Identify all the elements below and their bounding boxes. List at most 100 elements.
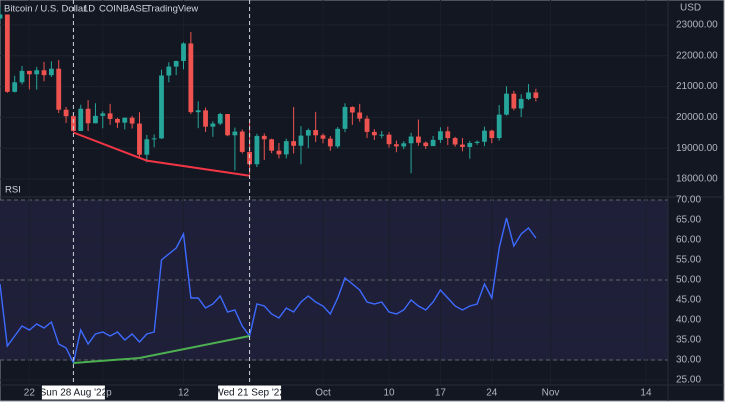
y-tick-label: 25.00 bbox=[676, 375, 701, 386]
candle-body bbox=[489, 130, 495, 139]
rsi-line bbox=[0, 217, 537, 365]
crosshairs: Sun 28 Aug '22 Wed 21 Sep '22 bbox=[40, 0, 285, 401]
x-tick-label: Oct bbox=[315, 388, 331, 399]
candle-body bbox=[386, 134, 392, 145]
candle-body bbox=[129, 117, 135, 124]
candle-body bbox=[393, 144, 399, 147]
candle-body bbox=[210, 123, 216, 127]
y-tick-label: 40.00 bbox=[676, 315, 701, 326]
candle-body bbox=[144, 139, 150, 155]
y-tick-label: 45.00 bbox=[676, 295, 701, 306]
candle-body bbox=[122, 117, 128, 123]
candle-body bbox=[342, 106, 348, 129]
candle-body bbox=[239, 131, 245, 152]
candle-body bbox=[19, 70, 25, 83]
plot-area bbox=[0, 7, 539, 365]
candle-body bbox=[0, 14, 3, 19]
x-tick-label: 10 bbox=[383, 388, 395, 399]
candle-body bbox=[335, 128, 341, 147]
candle-body bbox=[496, 114, 502, 139]
candle-body bbox=[71, 116, 76, 131]
candle-body bbox=[445, 131, 451, 139]
candle-body bbox=[467, 142, 473, 147]
y-tick-label: 55.00 bbox=[676, 255, 701, 266]
candle-body bbox=[100, 113, 106, 116]
candle-body bbox=[283, 141, 289, 155]
candle-body bbox=[482, 130, 487, 142]
candle-body bbox=[137, 123, 142, 155]
y-tick-label: 21000.00 bbox=[676, 81, 718, 92]
candle-body bbox=[518, 98, 524, 109]
candle-body bbox=[261, 135, 267, 140]
y-tick-label: 60.00 bbox=[676, 235, 701, 246]
candle-body bbox=[4, 14, 10, 92]
y-tick-label: 23000.00 bbox=[676, 20, 718, 31]
candle-body bbox=[26, 70, 32, 75]
y-tick-label: 19000.00 bbox=[676, 143, 718, 154]
candle-body bbox=[247, 151, 252, 165]
y-tick-label: 30.00 bbox=[676, 355, 701, 366]
candle-body bbox=[474, 141, 480, 143]
candle-body bbox=[416, 136, 421, 143]
candle-body bbox=[298, 135, 304, 146]
trend-line bbox=[73, 131, 250, 177]
candle-body bbox=[48, 68, 54, 76]
interval: 1D bbox=[83, 4, 95, 15]
candle-body bbox=[12, 82, 18, 92]
candle-body bbox=[254, 135, 260, 165]
symbol-name: Bitcoin / U.S. Dollar bbox=[4, 4, 86, 15]
y-tick-label: 20000.00 bbox=[676, 112, 718, 123]
grid bbox=[0, 24, 668, 381]
y-tick-label: 18000.00 bbox=[676, 174, 718, 185]
candle-body bbox=[41, 70, 47, 76]
candle-body bbox=[195, 110, 201, 113]
candle-body bbox=[217, 114, 223, 124]
candle-body bbox=[357, 112, 363, 119]
currency[interactable]: USD bbox=[680, 3, 701, 14]
exchange: COINBASE bbox=[99, 4, 148, 15]
candle-body bbox=[203, 110, 208, 127]
candle-body bbox=[430, 139, 436, 147]
x-tick-label: 12 bbox=[178, 388, 190, 399]
candle-body bbox=[56, 68, 62, 110]
candle-body bbox=[327, 138, 333, 147]
candle-body bbox=[225, 114, 230, 136]
candle-body bbox=[188, 43, 194, 113]
candle-body bbox=[276, 150, 282, 155]
candle-body bbox=[320, 135, 326, 139]
candle-body bbox=[159, 75, 164, 139]
source: TradingView bbox=[146, 4, 198, 15]
crosshair-label-box bbox=[40, 384, 106, 401]
y-tick-label: 65.00 bbox=[676, 215, 701, 226]
candle-body bbox=[438, 131, 443, 140]
candle-body bbox=[115, 118, 120, 123]
candle-body bbox=[452, 138, 458, 145]
trend-line bbox=[73, 335, 250, 364]
candle-body bbox=[107, 113, 113, 119]
y-tick-label: 50.00 bbox=[676, 275, 701, 286]
candle-body bbox=[313, 130, 319, 136]
crosshair-label: Wed 21 Sep '22 bbox=[214, 388, 285, 399]
candle-body bbox=[533, 92, 539, 98]
candle-body bbox=[305, 130, 311, 136]
candle-body bbox=[166, 66, 172, 76]
x-tick-label: 24 bbox=[486, 388, 498, 399]
candle-body bbox=[379, 134, 385, 136]
candle-body bbox=[34, 70, 40, 75]
candle-body bbox=[78, 108, 84, 131]
candle-body bbox=[408, 136, 414, 144]
candle-body bbox=[504, 93, 509, 115]
candle-body bbox=[460, 144, 465, 147]
indicator-name: RSI bbox=[5, 185, 21, 196]
x-tick-label: 14 bbox=[640, 388, 652, 399]
x-tick-label: 17 bbox=[435, 388, 447, 399]
candle-body bbox=[526, 92, 531, 99]
candle-body bbox=[511, 93, 517, 109]
candle-body bbox=[85, 108, 91, 124]
y-tick-label: 22000.00 bbox=[676, 50, 718, 61]
candle-body bbox=[173, 61, 179, 67]
candle-body bbox=[181, 43, 186, 62]
candle-body bbox=[364, 118, 370, 132]
candle-body bbox=[151, 138, 157, 140]
